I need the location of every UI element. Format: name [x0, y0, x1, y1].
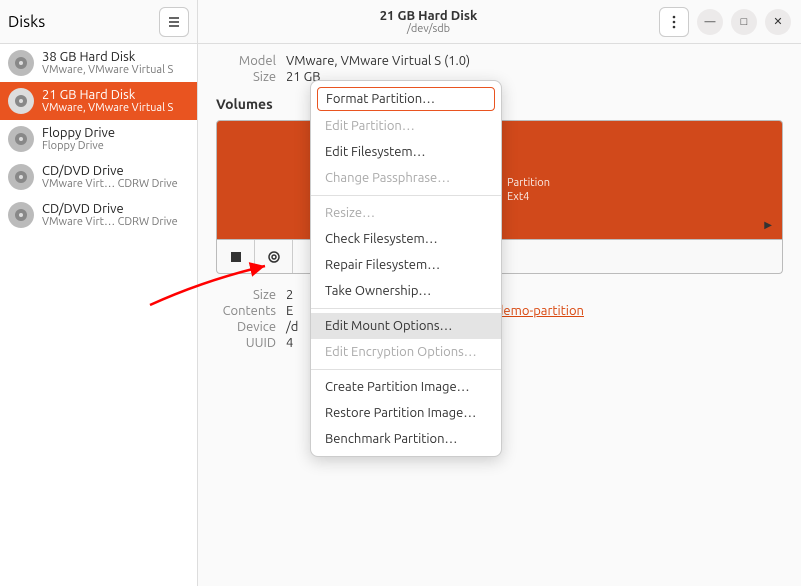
menu-item-format-partition[interactable]: Format Partition… — [317, 87, 495, 111]
sidebar-item-sub: Floppy Drive — [42, 140, 115, 152]
sidebar-item-sub: VMware Virt… CDRW Drive — [42, 216, 178, 228]
titlebar-center: 21 GB Hard Disk /dev/sdb — [198, 9, 659, 35]
detail-size-val: 2 — [286, 288, 293, 302]
disk-title: 21 GB Hard Disk — [380, 9, 478, 23]
detail-uuid-label: UUID — [216, 336, 286, 350]
sidebar: 38 GB Hard DiskVMware, VMware Virtual S … — [0, 44, 198, 586]
disk-icon — [8, 126, 34, 152]
model-value: VMware, VMware Virtual S (1.0) — [286, 54, 470, 68]
volume-line1: Partition — [507, 177, 550, 189]
menu-item-benchmark-partition[interactable]: Benchmark Partition… — [311, 426, 501, 452]
disk-icon — [8, 50, 34, 76]
menu-item-resize: Resize… — [311, 200, 501, 226]
menu-item-restore-partition-image[interactable]: Restore Partition Image… — [311, 400, 501, 426]
disk-menu-button[interactable] — [659, 7, 689, 37]
app-title: Disks — [8, 13, 45, 31]
sidebar-item-2[interactable]: Floppy DriveFloppy Drive — [0, 120, 197, 158]
menu-item-change-passphrase: Change Passphrase… — [311, 165, 501, 191]
titlebar: Disks 21 GB Hard Disk /dev/sdb — □ ✕ — [0, 0, 801, 44]
maximize-button[interactable]: □ — [731, 9, 757, 35]
hamburger-button[interactable] — [159, 7, 189, 37]
menu-item-take-ownership[interactable]: Take Ownership… — [311, 278, 501, 304]
window-controls: — □ ✕ — [659, 7, 801, 37]
menu-item-check-filesystem[interactable]: Check Filesystem… — [311, 226, 501, 252]
detail-contents-val: E — [286, 304, 293, 318]
menu-separator — [311, 308, 501, 309]
close-button[interactable]: ✕ — [765, 9, 791, 35]
titlebar-left: Disks — [0, 0, 198, 43]
partition-context-menu: Format Partition…Edit Partition…Edit Fil… — [310, 80, 502, 457]
minimize-button[interactable]: — — [697, 9, 723, 35]
menu-item-edit-filesystem[interactable]: Edit Filesystem… — [311, 139, 501, 165]
menu-separator — [311, 195, 501, 196]
disk-icon — [8, 164, 34, 190]
detail-uuid-val: 4 — [286, 336, 293, 350]
sidebar-item-title: Floppy Drive — [42, 126, 115, 140]
model-label: Model — [216, 54, 286, 68]
size-label: Size — [216, 70, 286, 84]
model-row: Model VMware, VMware Virtual S (1.0) — [216, 54, 783, 68]
volume-info: Partition Ext4 — [507, 176, 550, 205]
sidebar-item-sub: VMware, VMware Virtual S — [42, 64, 173, 76]
sidebar-item-sub: VMware, VMware Virtual S — [42, 102, 173, 114]
detail-device-label: Device — [216, 320, 286, 334]
annotation-arrow — [145, 260, 275, 314]
disk-icon — [8, 202, 34, 228]
menu-separator — [311, 369, 501, 370]
sidebar-item-1[interactable]: 21 GB Hard DiskVMware, VMware Virtual S — [0, 82, 197, 120]
sidebar-item-3[interactable]: CD/DVD DriveVMware Virt… CDRW Drive — [0, 158, 197, 196]
sidebar-item-sub: VMware Virt… CDRW Drive — [42, 178, 178, 190]
sidebar-item-title: CD/DVD Drive — [42, 164, 178, 178]
detail-device-val: /d — [286, 320, 298, 334]
sidebar-item-title: CD/DVD Drive — [42, 202, 178, 216]
menu-item-edit-mount-options[interactable]: Edit Mount Options… — [311, 313, 501, 339]
menu-item-edit-encryption-options: Edit Encryption Options… — [311, 339, 501, 365]
sidebar-item-title: 21 GB Hard Disk — [42, 88, 173, 102]
menu-item-edit-partition: Edit Partition… — [311, 113, 501, 139]
disk-icon — [8, 88, 34, 114]
menu-item-create-partition-image[interactable]: Create Partition Image… — [311, 374, 501, 400]
volume-line2: Ext4 — [507, 191, 529, 203]
sidebar-item-4[interactable]: CD/DVD DriveVMware Virt… CDRW Drive — [0, 196, 197, 234]
sidebar-item-0[interactable]: 38 GB Hard DiskVMware, VMware Virtual S — [0, 44, 197, 82]
menu-item-repair-filesystem[interactable]: Repair Filesystem… — [311, 252, 501, 278]
disk-device-path: /dev/sdb — [407, 23, 450, 35]
sidebar-item-title: 38 GB Hard Disk — [42, 50, 173, 64]
